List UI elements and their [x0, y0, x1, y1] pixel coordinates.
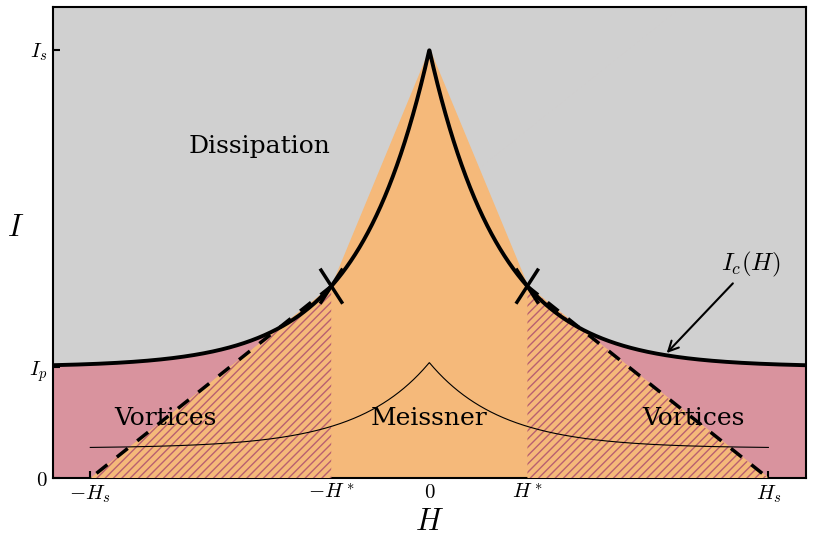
Text: Meissner: Meissner — [371, 407, 488, 430]
X-axis label: $H$: $H$ — [415, 506, 444, 537]
Text: $I_c(H)$: $I_c(H)$ — [668, 250, 781, 351]
Y-axis label: $I$: $I$ — [7, 212, 24, 243]
Text: Vortices: Vortices — [115, 407, 217, 430]
Text: Vortices: Vortices — [641, 407, 744, 430]
Text: Dissipation: Dissipation — [189, 135, 331, 158]
